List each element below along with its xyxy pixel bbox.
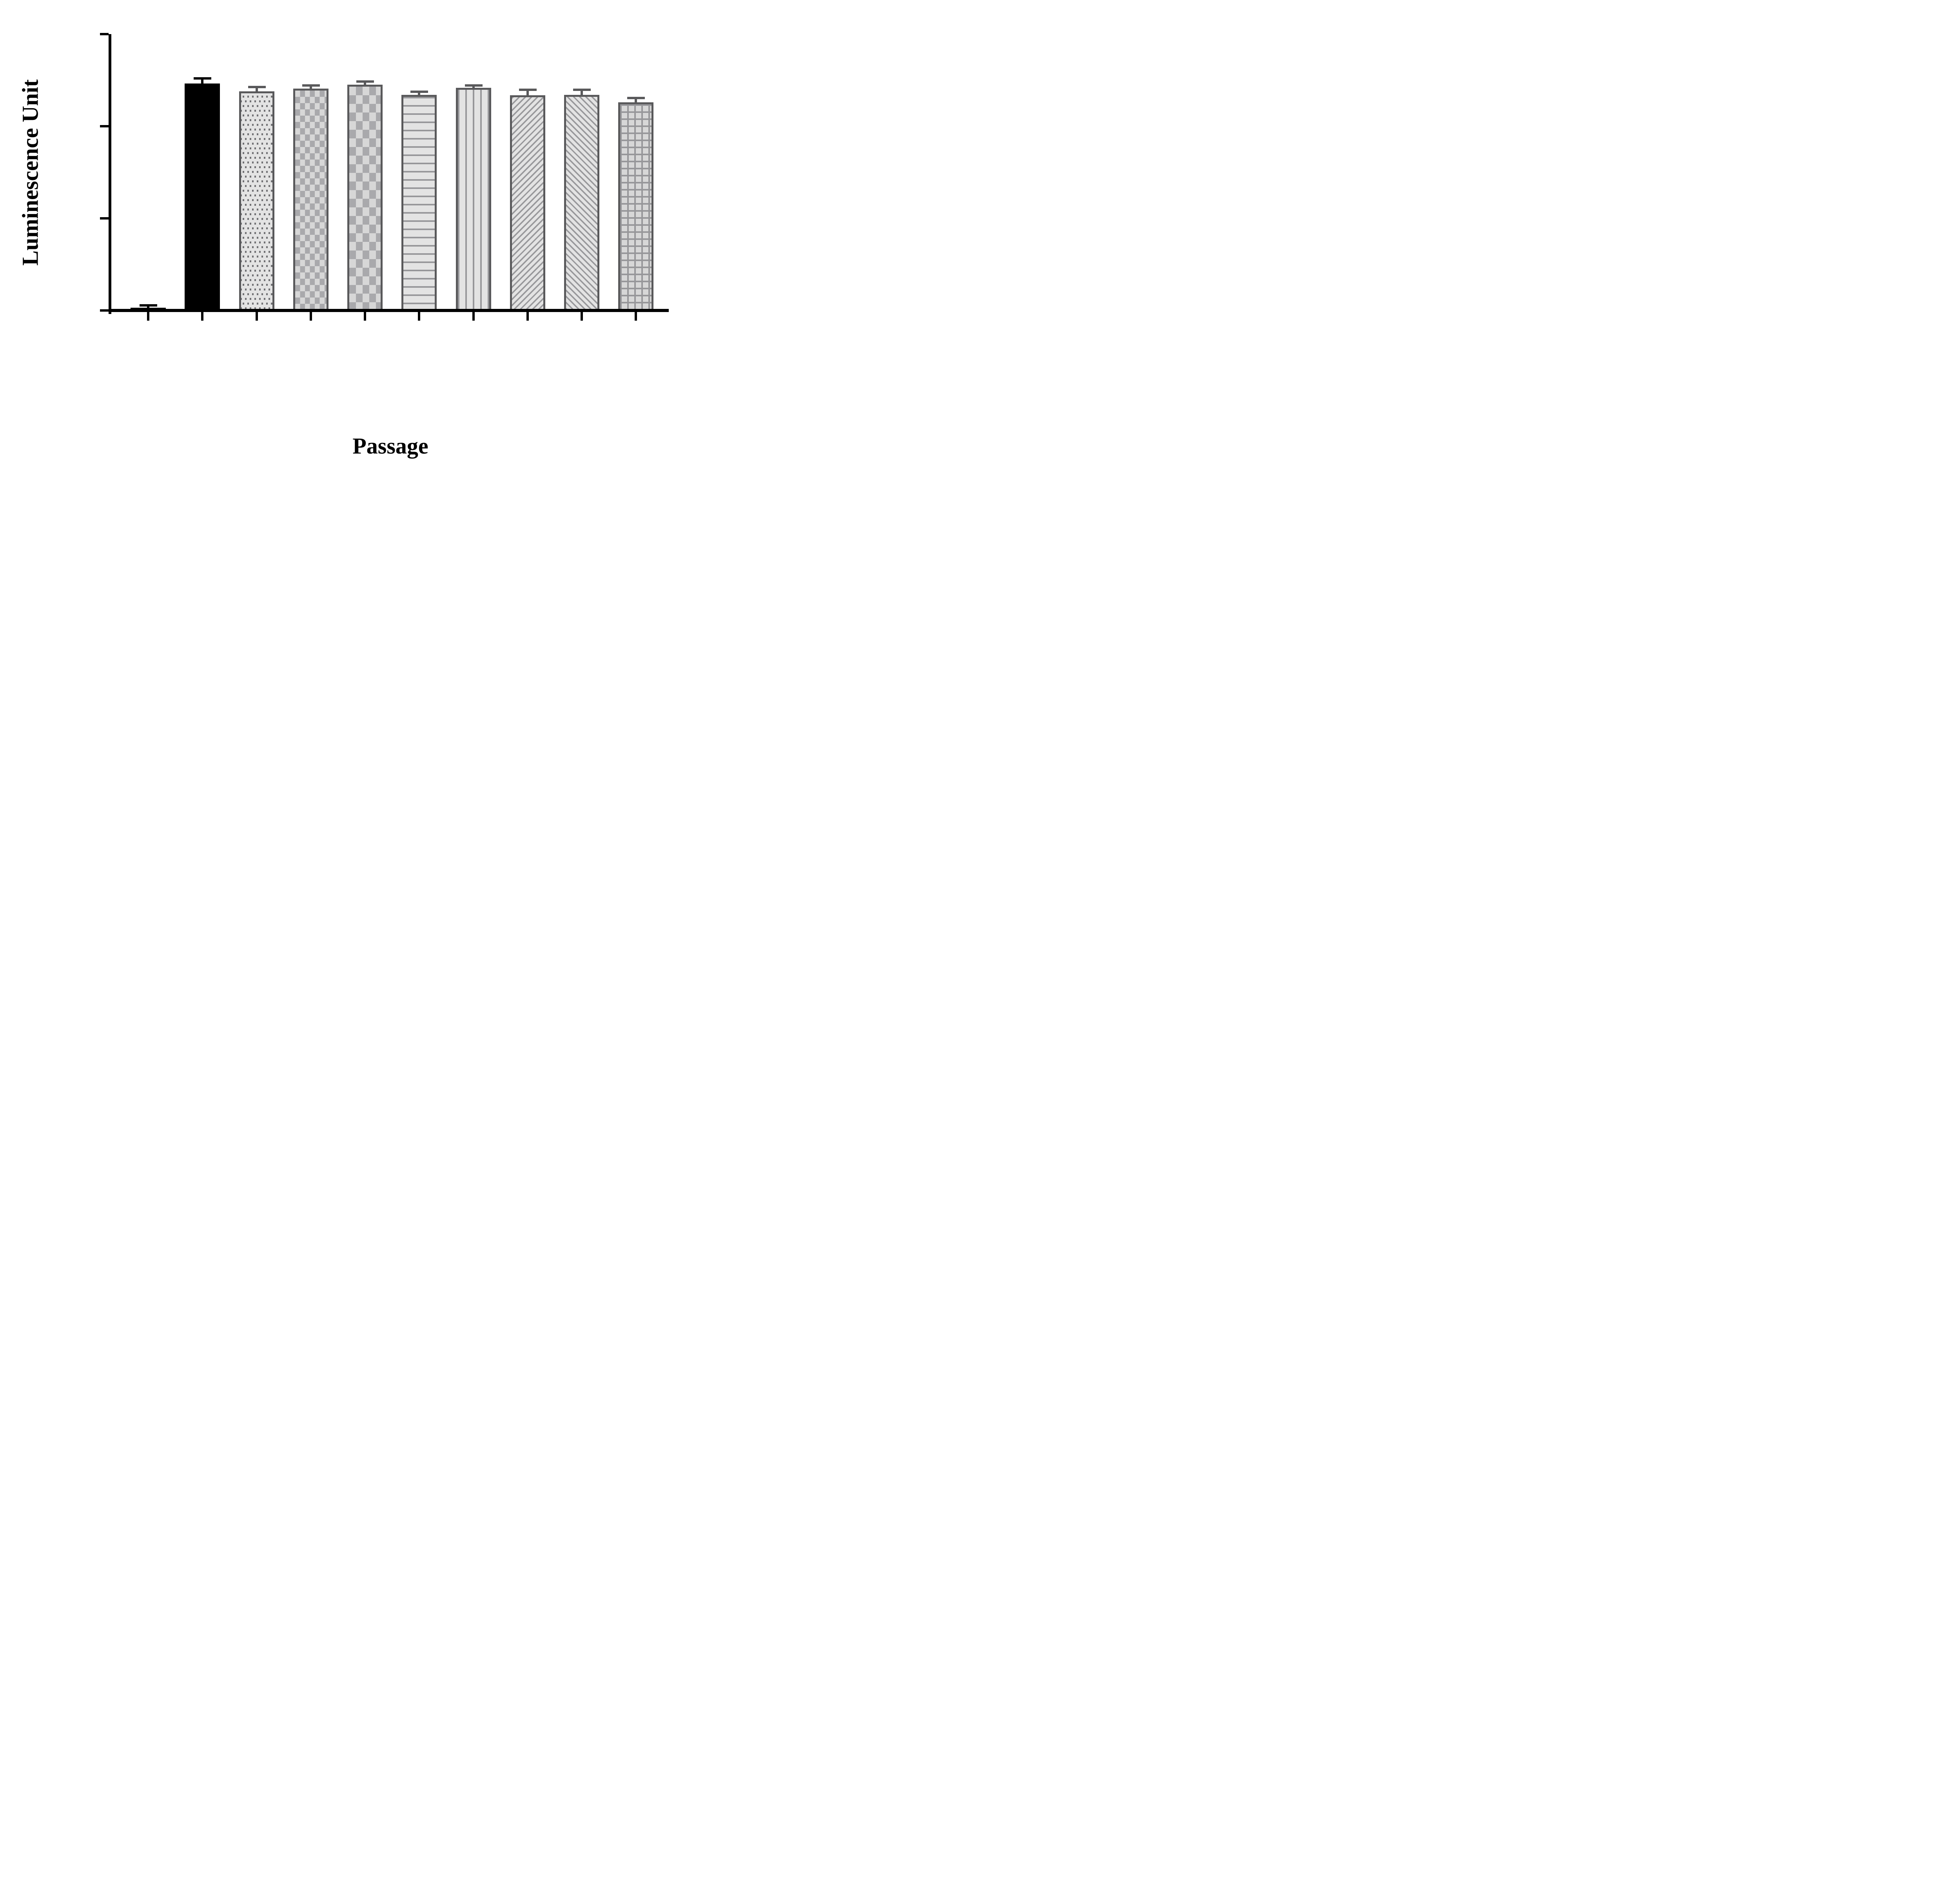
error-bar-stem (147, 305, 149, 309)
error-bar-stem (472, 85, 475, 90)
y-tick (100, 217, 109, 220)
bar (293, 88, 328, 312)
bar-chart-figure: Luminescence Unit 0200004000060000ARDARD… (0, 0, 693, 476)
bar (401, 95, 437, 312)
x-tick (472, 312, 475, 321)
bar (618, 102, 653, 312)
x-tick (581, 312, 583, 321)
error-bar-stem (581, 89, 583, 97)
x-axis-line (109, 309, 669, 312)
error-bar-stem (526, 90, 529, 97)
bar (456, 88, 491, 312)
error-bar-stem (310, 85, 312, 90)
error-bar-stem (201, 78, 203, 85)
error-bar-cap (627, 97, 645, 100)
error-bar-cap (193, 77, 211, 80)
error-bar-cap (519, 89, 537, 91)
bar (347, 85, 383, 312)
x-tick (310, 312, 312, 321)
x-tick (201, 312, 203, 321)
x-axis-title: Passage (352, 433, 428, 459)
error-bar-cap (465, 84, 483, 87)
bar (510, 95, 545, 312)
error-bar-stem (364, 82, 366, 87)
x-tick (418, 312, 420, 321)
error-bar-stem (418, 92, 420, 97)
bar (564, 95, 599, 312)
error-bar-stem (256, 87, 258, 93)
y-axis-title: Luminescence Unit (17, 79, 43, 266)
y-tick (100, 309, 109, 312)
bar (239, 91, 274, 312)
y-tick (100, 33, 109, 35)
x-tick (256, 312, 258, 321)
error-bar-stem (635, 98, 637, 104)
x-tick (364, 312, 366, 321)
x-tick (147, 312, 149, 321)
error-bar-cap (248, 86, 266, 89)
error-bar-cap (139, 304, 157, 307)
error-bar-cap (410, 91, 428, 93)
x-tick (635, 312, 637, 321)
error-bar-cap (356, 80, 374, 83)
y-tick (100, 125, 109, 127)
x-tick (526, 312, 529, 321)
bar (185, 83, 220, 312)
error-bar-cap (573, 88, 591, 91)
error-bar-cap (302, 84, 320, 87)
y-axis-line (109, 34, 111, 314)
